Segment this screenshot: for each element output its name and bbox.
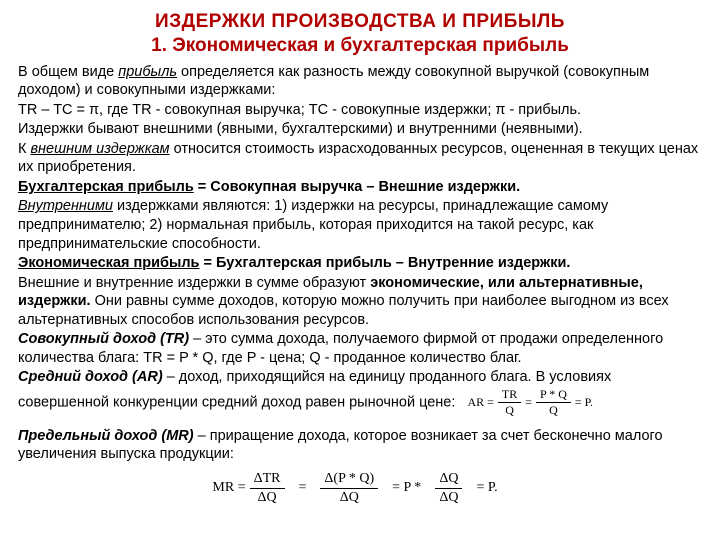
num: ΔTR — [250, 470, 285, 489]
para-economic-profit: Экономическая прибыль = Бухгалтерская пр… — [18, 254, 702, 273]
text: Они равны сумме доходов, которую можно п… — [18, 293, 669, 328]
term-ar: Средний доход (AR) — [18, 369, 163, 385]
eq: = P. — [476, 479, 497, 497]
num: TR — [498, 387, 521, 403]
frac-dpq-dq: Δ(P * Q)ΔQ — [320, 470, 378, 507]
formula-mr: MR = ΔTRΔQ = Δ(P * Q)ΔQ = P * ΔQΔQ = P. — [18, 470, 702, 507]
para-accounting-profit: Бухгалтерская прибыль = Совокупная выруч… — [18, 178, 702, 197]
term-tr: Совокупный доход (TR) — [18, 331, 189, 347]
para-external-costs: К внешним издержкам относится стоимость … — [18, 140, 702, 177]
eq: = — [299, 479, 307, 497]
num: ΔQ — [435, 470, 462, 489]
term-accounting-profit: Бухгалтерская прибыль — [18, 179, 194, 195]
term-profit: прибыль — [118, 64, 177, 80]
frac-tr-q: TRQ — [498, 387, 521, 419]
eq: = P * — [392, 479, 421, 497]
num: P * Q — [536, 387, 571, 403]
frac-dtr-dq: ΔTRΔQ — [250, 470, 285, 507]
term-internal: Внутренними — [18, 198, 113, 214]
para-tr: Совокупный доход (TR) – это сумма дохода… — [18, 330, 702, 367]
term-economic-profit: Экономическая прибыль — [18, 255, 199, 271]
mr-lhs: MR = — [212, 479, 245, 497]
den: Q — [501, 403, 518, 418]
frac-pq-q: P * QQ — [536, 387, 571, 419]
main-title: ИЗДЕРЖКИ ПРОИЗВОДСТВА И ПРИБЫЛЬ — [18, 10, 702, 34]
ar-lhs: AR = — [467, 395, 493, 410]
den: ΔQ — [254, 489, 281, 507]
para-cost-types: Издержки бывают внешними (явными, бухгал… — [18, 120, 702, 139]
frac-dq-dq: ΔQΔQ — [435, 470, 462, 507]
term-mr: Предельный доход (MR) — [18, 428, 194, 444]
para-economic-costs: Внешние и внутренние издержки в сумме об… — [18, 274, 702, 330]
para-internal-costs: Внутренними издержками являются: 1) изде… — [18, 197, 702, 253]
eq: = P. — [575, 395, 593, 410]
text: Внешние и внутренние издержки в сумме об… — [18, 275, 370, 291]
den: ΔQ — [435, 489, 462, 507]
text: = Совокупная выручка – Внешние издержки. — [194, 179, 520, 195]
den: Q — [545, 403, 562, 418]
para-profit-def: В общем виде прибыль определяется как ра… — [18, 63, 702, 100]
para-ar: Средний доход (AR) – доход, приходящийся… — [18, 368, 702, 418]
formula-ar: AR = TRQ = P * QQ = P. — [467, 387, 593, 419]
eq: = — [525, 395, 532, 410]
text: К — [18, 141, 30, 157]
term-external: внешним издержкам — [30, 141, 169, 157]
subtitle: 1. Экономическая и бухгалтерская прибыль — [18, 34, 702, 58]
text: = Бухгалтерская прибыль – Внутренние изд… — [199, 255, 570, 271]
num: Δ(P * Q) — [320, 470, 378, 489]
text: В общем виде — [18, 64, 118, 80]
den: ΔQ — [336, 489, 363, 507]
para-formula-trtc: TR – TC = π, где TR - совокупная выручка… — [18, 101, 702, 120]
para-mr: Предельный доход (MR) – приращение доход… — [18, 427, 702, 464]
